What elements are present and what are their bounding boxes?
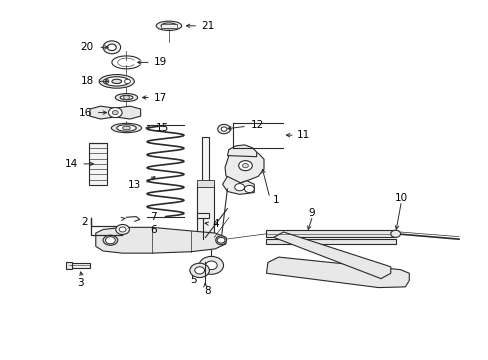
Text: 1: 1 bbox=[272, 195, 279, 205]
Bar bbox=[69, 263, 90, 267]
Ellipse shape bbox=[115, 94, 138, 102]
Text: 14: 14 bbox=[64, 159, 78, 169]
Bar bbox=[196, 180, 214, 187]
Bar bbox=[197, 213, 208, 219]
Text: 3: 3 bbox=[77, 278, 84, 288]
Circle shape bbox=[105, 237, 115, 244]
Ellipse shape bbox=[390, 230, 400, 237]
Text: 9: 9 bbox=[308, 208, 314, 218]
Ellipse shape bbox=[104, 77, 129, 86]
Circle shape bbox=[242, 163, 248, 168]
Bar bbox=[196, 184, 214, 237]
Circle shape bbox=[103, 41, 121, 54]
Bar bbox=[202, 137, 208, 184]
Text: 12: 12 bbox=[250, 121, 263, 130]
Text: 18: 18 bbox=[81, 76, 94, 86]
Ellipse shape bbox=[156, 21, 181, 31]
Polygon shape bbox=[227, 145, 256, 157]
Bar bbox=[66, 262, 72, 269]
Text: 15: 15 bbox=[156, 123, 169, 133]
Circle shape bbox=[217, 125, 230, 134]
Circle shape bbox=[234, 184, 244, 191]
Circle shape bbox=[244, 185, 254, 193]
Circle shape bbox=[108, 108, 122, 118]
Text: 11: 11 bbox=[297, 130, 310, 140]
Circle shape bbox=[124, 79, 130, 84]
Ellipse shape bbox=[103, 235, 118, 245]
Polygon shape bbox=[224, 149, 264, 183]
Bar bbox=[161, 24, 176, 28]
Ellipse shape bbox=[120, 95, 133, 100]
Polygon shape bbox=[222, 176, 254, 194]
Circle shape bbox=[123, 95, 129, 100]
Ellipse shape bbox=[161, 23, 176, 29]
Circle shape bbox=[205, 261, 217, 270]
Polygon shape bbox=[266, 257, 408, 288]
Text: 7: 7 bbox=[150, 212, 156, 222]
Ellipse shape bbox=[117, 125, 136, 131]
Circle shape bbox=[112, 111, 118, 115]
Circle shape bbox=[119, 227, 126, 232]
Bar bbox=[266, 230, 395, 237]
Text: 4: 4 bbox=[212, 219, 219, 229]
Text: 8: 8 bbox=[203, 286, 210, 296]
Text: 16: 16 bbox=[79, 108, 92, 118]
Text: 2: 2 bbox=[81, 217, 87, 228]
Text: 6: 6 bbox=[150, 225, 156, 235]
Ellipse shape bbox=[215, 236, 226, 245]
Ellipse shape bbox=[99, 75, 134, 88]
Circle shape bbox=[238, 161, 252, 171]
Text: 10: 10 bbox=[394, 193, 407, 203]
Circle shape bbox=[221, 127, 226, 131]
Text: 17: 17 bbox=[154, 93, 167, 103]
Text: 13: 13 bbox=[127, 180, 141, 190]
Circle shape bbox=[194, 267, 204, 274]
Circle shape bbox=[199, 256, 223, 274]
Text: 20: 20 bbox=[80, 42, 93, 52]
Text: 21: 21 bbox=[201, 21, 214, 31]
Polygon shape bbox=[90, 106, 141, 119]
Circle shape bbox=[189, 263, 209, 278]
Ellipse shape bbox=[122, 126, 130, 130]
Text: 5: 5 bbox=[190, 275, 197, 285]
Text: 19: 19 bbox=[154, 57, 167, 67]
Polygon shape bbox=[96, 227, 225, 253]
Polygon shape bbox=[273, 232, 390, 279]
Ellipse shape bbox=[111, 123, 142, 133]
Circle shape bbox=[217, 237, 224, 243]
Bar bbox=[266, 239, 395, 244]
Ellipse shape bbox=[112, 79, 122, 84]
Circle shape bbox=[116, 225, 129, 234]
Bar bbox=[89, 143, 107, 185]
Circle shape bbox=[103, 79, 109, 84]
Circle shape bbox=[107, 44, 116, 50]
